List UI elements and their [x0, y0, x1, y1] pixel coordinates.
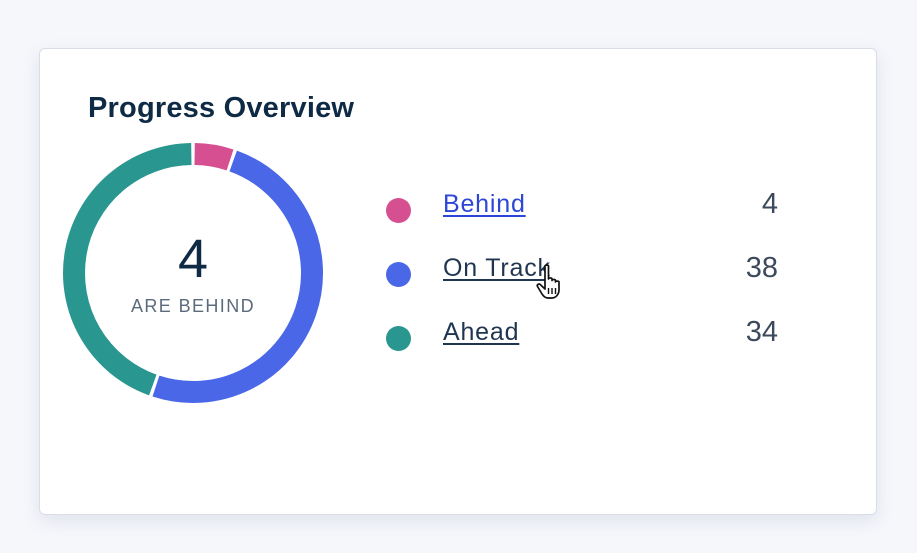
on-track-link[interactable]: On Track	[443, 254, 551, 282]
progress-legend: Behind 4 On Track 38 Ahead 34	[386, 188, 778, 380]
behind-count: 4	[761, 188, 778, 220]
legend-row-on-track: On Track 38	[386, 252, 778, 316]
ahead-count: 34	[745, 316, 778, 348]
on-track-dot-icon	[386, 262, 411, 287]
progress-overview-card: Progress Overview	[39, 48, 877, 515]
ahead-dot-icon	[386, 326, 411, 351]
donut-segment-ahead	[63, 143, 192, 396]
legend-row-ahead: Ahead 34	[386, 316, 778, 380]
donut-segment-behind	[194, 143, 234, 171]
progress-donut-chart	[63, 143, 323, 403]
donut-segment-on-track	[152, 150, 323, 403]
behind-link[interactable]: Behind	[443, 190, 526, 218]
on-track-count: 38	[745, 252, 778, 284]
ahead-link[interactable]: Ahead	[443, 318, 520, 346]
behind-dot-icon	[386, 198, 411, 223]
card-title: Progress Overview	[88, 92, 355, 124]
legend-row-behind: Behind 4	[386, 188, 778, 252]
